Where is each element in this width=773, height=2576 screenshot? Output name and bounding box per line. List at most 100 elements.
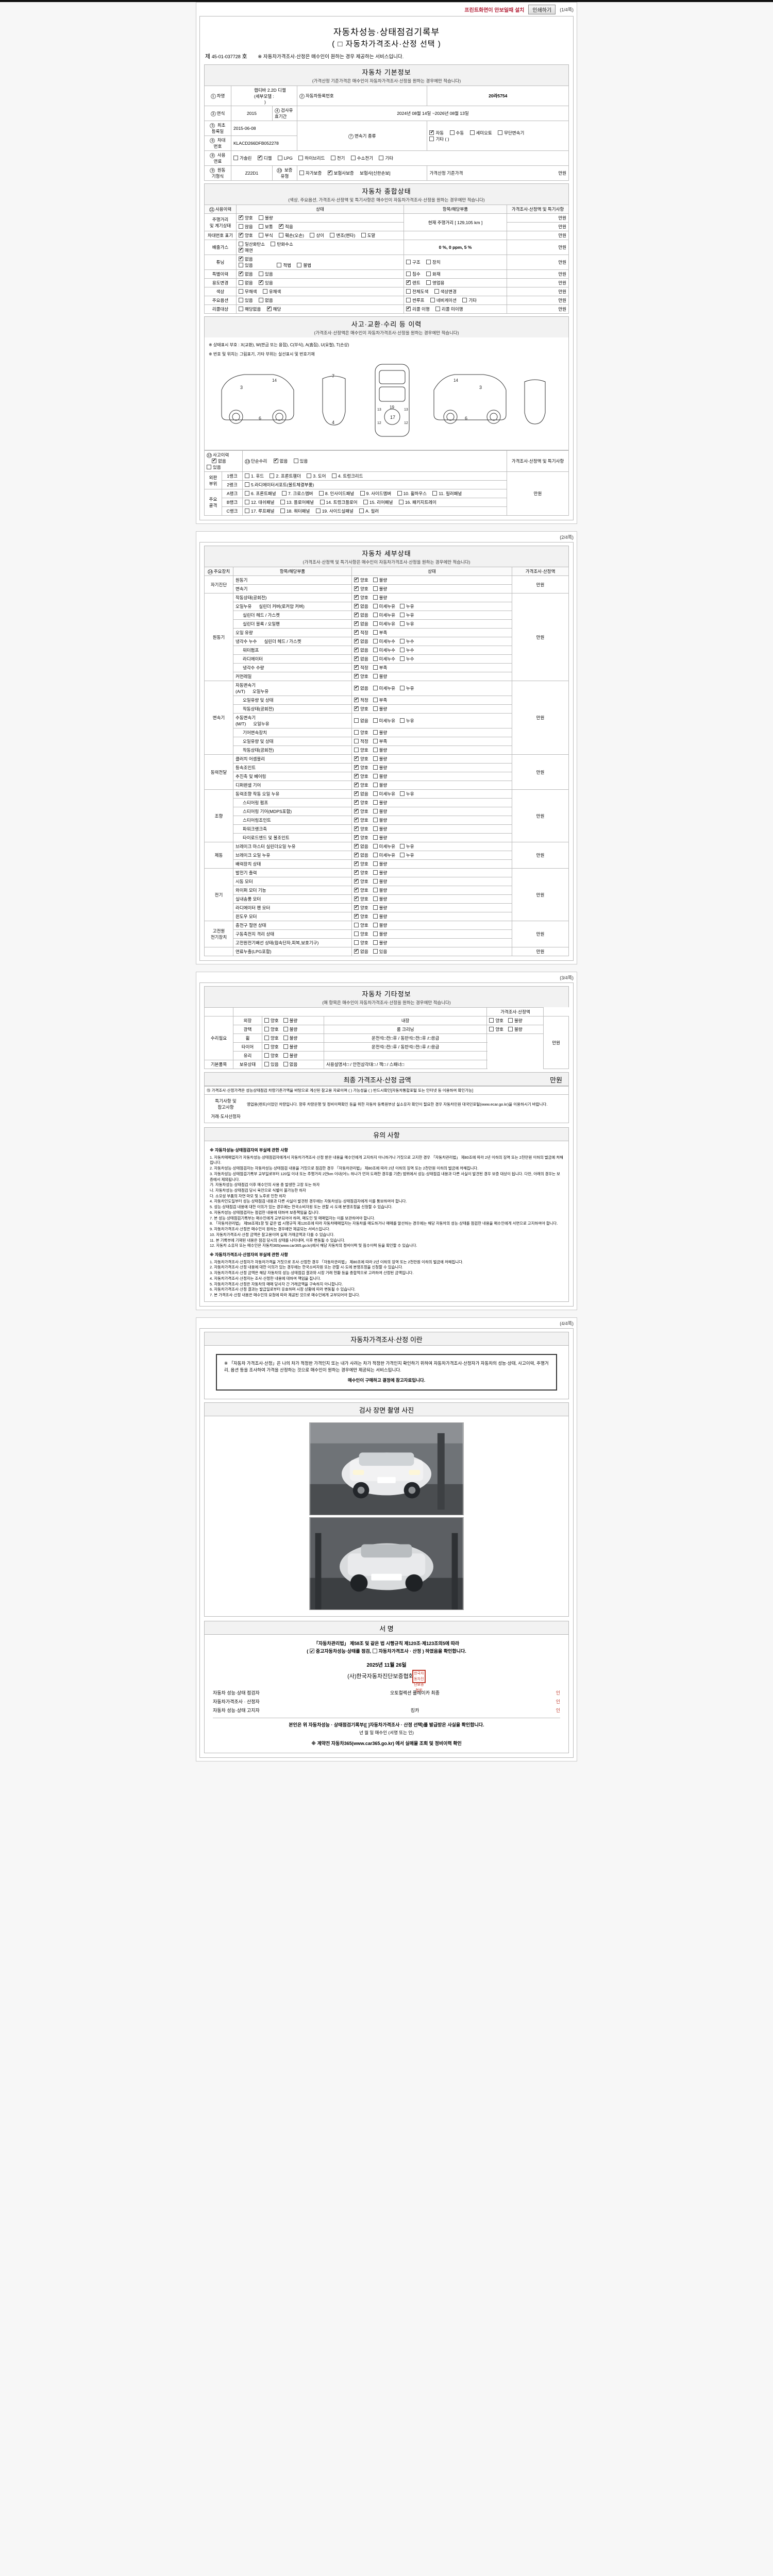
- detail-2-1-opt-1[interactable]: 부족: [373, 697, 387, 703]
- tuning-device[interactable]: 장치: [426, 259, 441, 265]
- trans-opt-1[interactable]: 수동: [449, 130, 464, 136]
- ranka-item-0[interactable]: 6. 프론트패널: [245, 490, 276, 497]
- warranty-opt-0[interactable]: 자가보증: [299, 170, 322, 176]
- detail-0-0-opt-1[interactable]: 불량: [373, 577, 387, 583]
- rankb-item-1[interactable]: 13. 플로어패널: [280, 499, 314, 505]
- detail-2-0-opt-2[interactable]: 누유: [399, 685, 414, 691]
- detail-1-6-opt-1[interactable]: 미세누수: [373, 647, 395, 653]
- fuel-opt-3[interactable]: 하이브리드: [298, 155, 325, 161]
- fuel-opt-5[interactable]: 수소전기: [350, 155, 373, 161]
- detail-1-5-opt-0[interactable]: 없음: [354, 638, 368, 645]
- detail-3-1-opt-1[interactable]: 불량: [373, 765, 387, 771]
- repair-b-0-opt-0[interactable]: 양호: [489, 1018, 503, 1024]
- detail-2-3-opt-2[interactable]: 누유: [399, 718, 414, 724]
- ranka-item-4[interactable]: 10. 휠하우스: [397, 490, 427, 497]
- fuel-opt-0[interactable]: 가솔린: [233, 155, 251, 161]
- vinmark-5[interactable]: 도말: [361, 232, 375, 239]
- detail-5-0-opt-0[interactable]: 없음: [354, 843, 368, 850]
- ranka-item-5[interactable]: 11. 필러패널: [432, 490, 462, 497]
- detail-6-4-opt-0[interactable]: 양호: [354, 904, 368, 911]
- rankc-item-1[interactable]: 18. 쿼터패널: [280, 508, 310, 514]
- detail-1-4-opt-1[interactable]: 부족: [373, 630, 387, 636]
- detail-3-3-opt-0[interactable]: 양호: [354, 782, 368, 788]
- crash-none[interactable]: 없음: [212, 457, 226, 464]
- emission-hc[interactable]: 탄화수소: [271, 241, 293, 247]
- ranka-item-2[interactable]: 8. 인사이드패널: [318, 490, 354, 497]
- trans-opt-4[interactable]: 기타 ( ): [429, 136, 449, 142]
- detail-5-1-opt-1[interactable]: 미세누유: [373, 852, 395, 858]
- option-navi[interactable]: 네비게이션: [430, 297, 457, 303]
- detail-1-3-opt-2[interactable]: 누유: [399, 621, 414, 627]
- detail-1-8-opt-1[interactable]: 부족: [373, 665, 387, 671]
- vinmark-4[interactable]: 변조(변타): [330, 232, 355, 239]
- detail-5-0-opt-1[interactable]: 미세누유: [373, 843, 395, 850]
- detail-1-4-opt-0[interactable]: 적정: [354, 629, 368, 636]
- detail-1-3-opt-0[interactable]: 없음: [354, 620, 368, 627]
- detail-1-2-opt-0[interactable]: 없음: [354, 612, 368, 618]
- trans-opt-2[interactable]: 세미오토: [469, 130, 492, 136]
- option-has[interactable]: 있음: [239, 297, 253, 303]
- detail-4-2-opt-1[interactable]: 불량: [373, 808, 387, 815]
- ranka-item-1[interactable]: 7. 크로스멤버: [281, 490, 313, 497]
- detail-1-5-opt-1[interactable]: 미세누수: [373, 638, 395, 645]
- fuel-opt-6[interactable]: 기타: [379, 155, 393, 161]
- mileage-few[interactable]: 적음: [279, 223, 293, 230]
- mileage-bad[interactable]: 불량: [259, 215, 273, 221]
- detail-1-7-opt-2[interactable]: 누수: [399, 656, 414, 662]
- detail-1-7-opt-0[interactable]: 없음: [354, 655, 368, 662]
- detail-6-2-opt-0[interactable]: 양호: [354, 887, 368, 893]
- mileage-normal[interactable]: 보통: [259, 224, 273, 230]
- rank1-item-2[interactable]: 3. 도어: [307, 473, 326, 479]
- detail-2-2-opt-1[interactable]: 불량: [373, 706, 387, 712]
- trans-opt-0[interactable]: 자동: [429, 129, 444, 136]
- detail-3-2-opt-0[interactable]: 양호: [354, 773, 368, 779]
- detail-1-1-opt-0[interactable]: 없음: [354, 603, 368, 609]
- vinmark-0[interactable]: 양호: [239, 232, 253, 239]
- recall-done[interactable]: 리콜 이행: [406, 306, 430, 312]
- detail-1-1-opt-2[interactable]: 누유: [399, 603, 414, 609]
- detail-7-0-opt-0[interactable]: 양호: [354, 922, 368, 928]
- detail-4-1-opt-0[interactable]: 양호: [354, 799, 368, 806]
- detail-6-5-opt-0[interactable]: 양호: [354, 913, 368, 920]
- detail-2-6-opt-1[interactable]: 불량: [373, 747, 387, 753]
- usechange-none[interactable]: 없음: [239, 280, 253, 286]
- rank2-item-0[interactable]: 5.라디에이터서포트(볼트체결부품): [245, 482, 314, 488]
- color-fullpaint[interactable]: 전체도색: [406, 289, 428, 295]
- detail-2-5-opt-0[interactable]: 적정: [354, 738, 368, 744]
- detail-6-0-opt-1[interactable]: 불량: [373, 870, 387, 876]
- detail-4-4-opt-1[interactable]: 불량: [373, 826, 387, 832]
- detail-4-3-opt-1[interactable]: 불량: [373, 817, 387, 823]
- detail-7-2-opt-1[interactable]: 불량: [373, 940, 387, 946]
- special-has[interactable]: 있음: [259, 271, 273, 277]
- detail-8-0-opt-0[interactable]: 없음: [354, 948, 368, 955]
- tuning-illegal[interactable]: 불법: [297, 262, 311, 268]
- emission-smoke[interactable]: 매연: [239, 247, 253, 253]
- repair-a-3-opt-0[interactable]: 양호: [264, 1044, 279, 1050]
- option-etc[interactable]: 기타: [462, 297, 477, 303]
- detail-1-0-opt-0[interactable]: 양호: [354, 594, 368, 601]
- rank1-item-1[interactable]: 2. 프론트휀더: [270, 473, 301, 479]
- recall-undone[interactable]: 리콜 미이행: [435, 306, 463, 312]
- color-changed[interactable]: 색상변경: [434, 289, 457, 295]
- detail-3-3-opt-1[interactable]: 불량: [373, 782, 387, 788]
- rankb-item-4[interactable]: 16. 패키지트레이: [398, 499, 436, 505]
- mileage-good[interactable]: 양호: [239, 214, 253, 221]
- legal-checkbox-1[interactable]: [309, 1648, 314, 1655]
- fuel-opt-1[interactable]: 디젤: [257, 155, 272, 161]
- detail-4-0-opt-0[interactable]: 없음: [354, 790, 368, 797]
- mileage-many[interactable]: 많음: [239, 224, 253, 230]
- fuel-opt-2[interactable]: LPG: [277, 156, 293, 161]
- repair-a-1-opt-1[interactable]: 불량: [283, 1026, 297, 1032]
- repair-b-1-opt-0[interactable]: 양호: [489, 1026, 503, 1032]
- detail-2-0-opt-0[interactable]: 없음: [354, 685, 368, 691]
- fuel-opt-4[interactable]: 전기: [330, 155, 345, 161]
- detail-1-0-opt-1[interactable]: 불량: [373, 595, 387, 601]
- detail-1-2-opt-1[interactable]: 미세누유: [373, 612, 395, 618]
- detail-1-8-opt-0[interactable]: 적정: [354, 664, 368, 671]
- detail-2-2-opt-0[interactable]: 양호: [354, 705, 368, 712]
- detail-1-9-opt-1[interactable]: 불량: [373, 673, 387, 680]
- detail-5-1-opt-0[interactable]: 없음: [354, 852, 368, 858]
- detail-5-0-opt-2[interactable]: 누유: [399, 843, 414, 850]
- detail-0-1-opt-0[interactable]: 양호: [354, 585, 368, 592]
- repair-a-4-opt-0[interactable]: 양호: [264, 1053, 279, 1059]
